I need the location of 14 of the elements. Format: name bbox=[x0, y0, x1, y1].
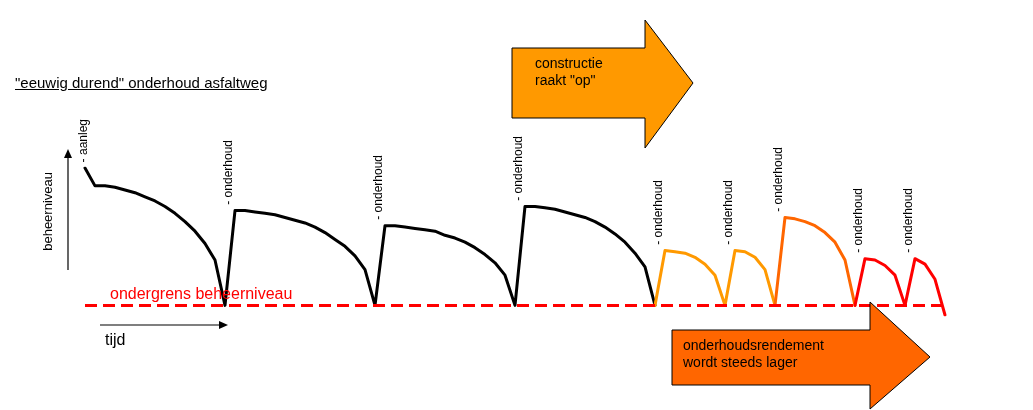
y-axis-title: beheerniveau bbox=[40, 172, 55, 251]
text: onderhoudsrendement wordt steeds lager bbox=[683, 337, 825, 371]
annotation: - onderhoud bbox=[651, 179, 665, 245]
text: - aanleg bbox=[76, 118, 90, 162]
annotation: - onderhoud bbox=[221, 139, 235, 205]
annotation: - onderhoud bbox=[721, 179, 735, 245]
annotation: - onderhoud bbox=[851, 187, 865, 253]
text: constructie raakt "op" bbox=[535, 55, 604, 89]
x-axis-title: tijd bbox=[105, 331, 126, 349]
annotation: - onderhoud bbox=[771, 146, 785, 212]
annotation: - onderhoud bbox=[511, 135, 525, 201]
annotation: - onderhoud bbox=[901, 187, 915, 253]
annotation: - onderhoud bbox=[371, 154, 385, 220]
chart-title: "eeuwig durend" onderhoud asfaltweg bbox=[15, 74, 268, 91]
